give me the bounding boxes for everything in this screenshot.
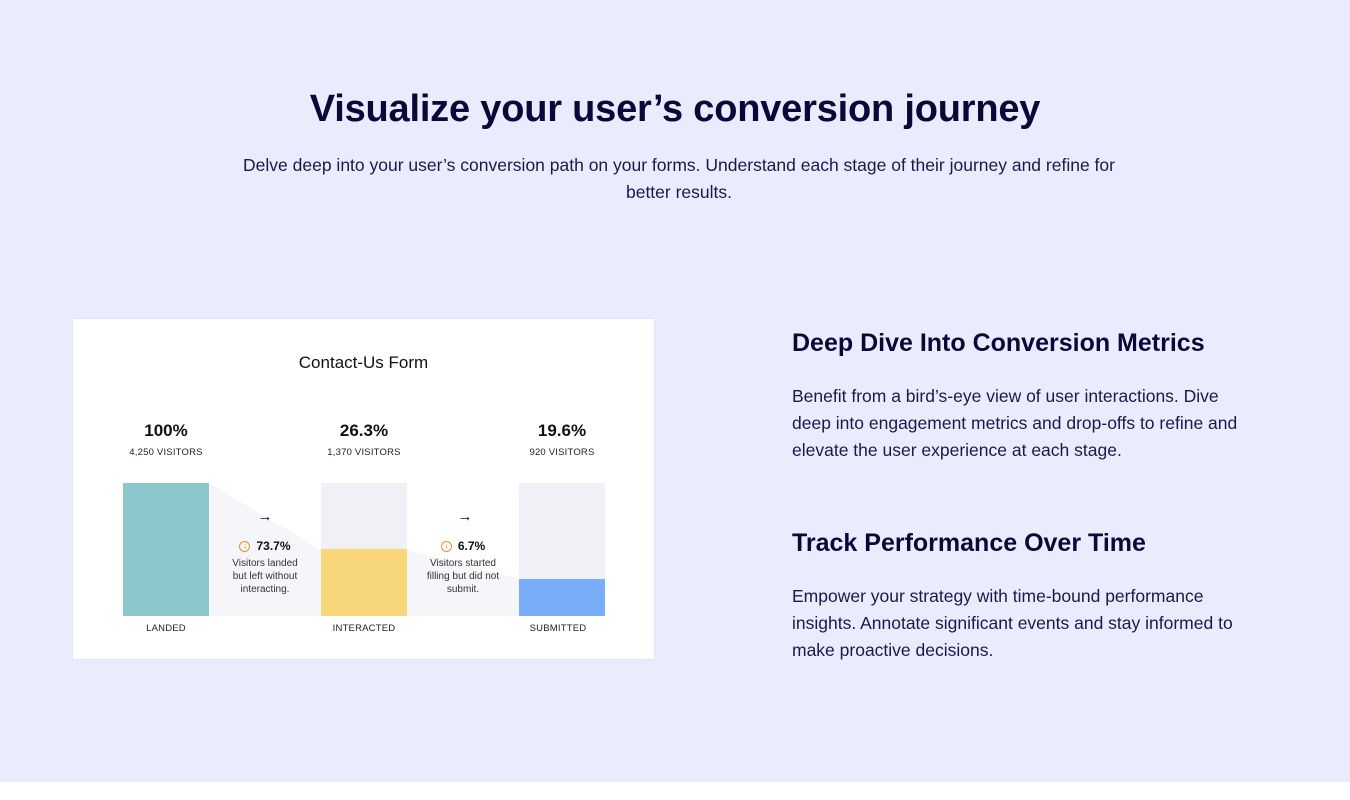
stage-percent-landed: 100%: [144, 421, 188, 440]
stage-label-submitted: SUBMITTED: [529, 623, 587, 634]
stage-bar-interacted: [321, 549, 407, 616]
feature-body-line: Empower your strategy with time-bound pe…: [792, 586, 1204, 606]
arrow-right-icon: →: [257, 508, 273, 525]
dropoff-description: Visitors started filling but did not sub…: [413, 557, 513, 596]
arrow-right-icon: →: [457, 508, 473, 525]
feature-body-line: Benefit from a bird’s-eye view of user i…: [792, 386, 1219, 406]
dropoff-interacted: ↓ 6.7% Visitors started filling but did …: [413, 539, 513, 596]
dropoff-text-line: Visitors landed: [232, 558, 298, 569]
funnel-connector-1: [209, 483, 321, 616]
feature-body-line: make proactive decisions.: [792, 640, 994, 660]
funnel-card-title: Contact-Us Form: [298, 353, 429, 372]
hero-subtitle: Delve deep into your user’s conversion p…: [243, 155, 1115, 202]
dropoff-text-line: filling but did not: [426, 571, 500, 582]
stage-label-landed: LANDED: [146, 623, 186, 634]
dropoff-description: Visitors landed but left without interac…: [215, 557, 315, 596]
stage-bar-submitted: [519, 579, 605, 616]
stage-label-interacted: INTERACTED: [332, 623, 396, 634]
stage-visitors-interacted: 1,370 VISITORS: [327, 447, 401, 458]
stage-percent-interacted: 26.3%: [339, 421, 389, 440]
dropoff-landed: ↓ 73.7% Visitors landed but left without…: [215, 539, 315, 596]
hero-title: Visualize your user’s conversion journey: [309, 88, 1041, 130]
dropoff-text-line: but left without: [232, 571, 298, 582]
feature-body-performance: Empower your strategy with time-bound pe…: [792, 583, 1312, 664]
feature-body-line: insights. Annotate significant events an…: [792, 613, 1233, 633]
stage-visitors-landed: 4,250 VISITORS: [129, 447, 203, 458]
funnel-connector-2: [407, 550, 519, 616]
dropoff-percent: 73.7%: [256, 539, 291, 553]
feature-body-line: deep into engagement metrics and drop-of…: [792, 413, 1238, 433]
arrow-down-circle-icon: ↓: [239, 540, 251, 552]
feature-body-metrics: Benefit from a bird’s-eye view of user i…: [792, 383, 1312, 464]
conversion-section: Visualize your user’s conversion journey…: [0, 0, 1350, 782]
stage-percent-submitted: 19.6%: [537, 421, 587, 440]
dropoff-text-line: Visitors started: [430, 558, 496, 569]
arrow-down-circle-icon: ↓: [440, 540, 452, 552]
stage-bar-landed: [123, 483, 209, 616]
stage-visitors-submitted: 920 VISITORS: [529, 447, 595, 458]
dropoff-percent: 6.7%: [457, 539, 486, 553]
feature-body-line: elevate the user experience at each stag…: [792, 440, 1122, 460]
dropoff-text-line: interacting.: [240, 584, 290, 595]
feature-title-performance: Track Performance Over Time: [792, 529, 1146, 557]
feature-title-metrics: Deep Dive Into Conversion Metrics: [792, 329, 1205, 357]
dropoff-text-line: submit.: [446, 584, 480, 595]
